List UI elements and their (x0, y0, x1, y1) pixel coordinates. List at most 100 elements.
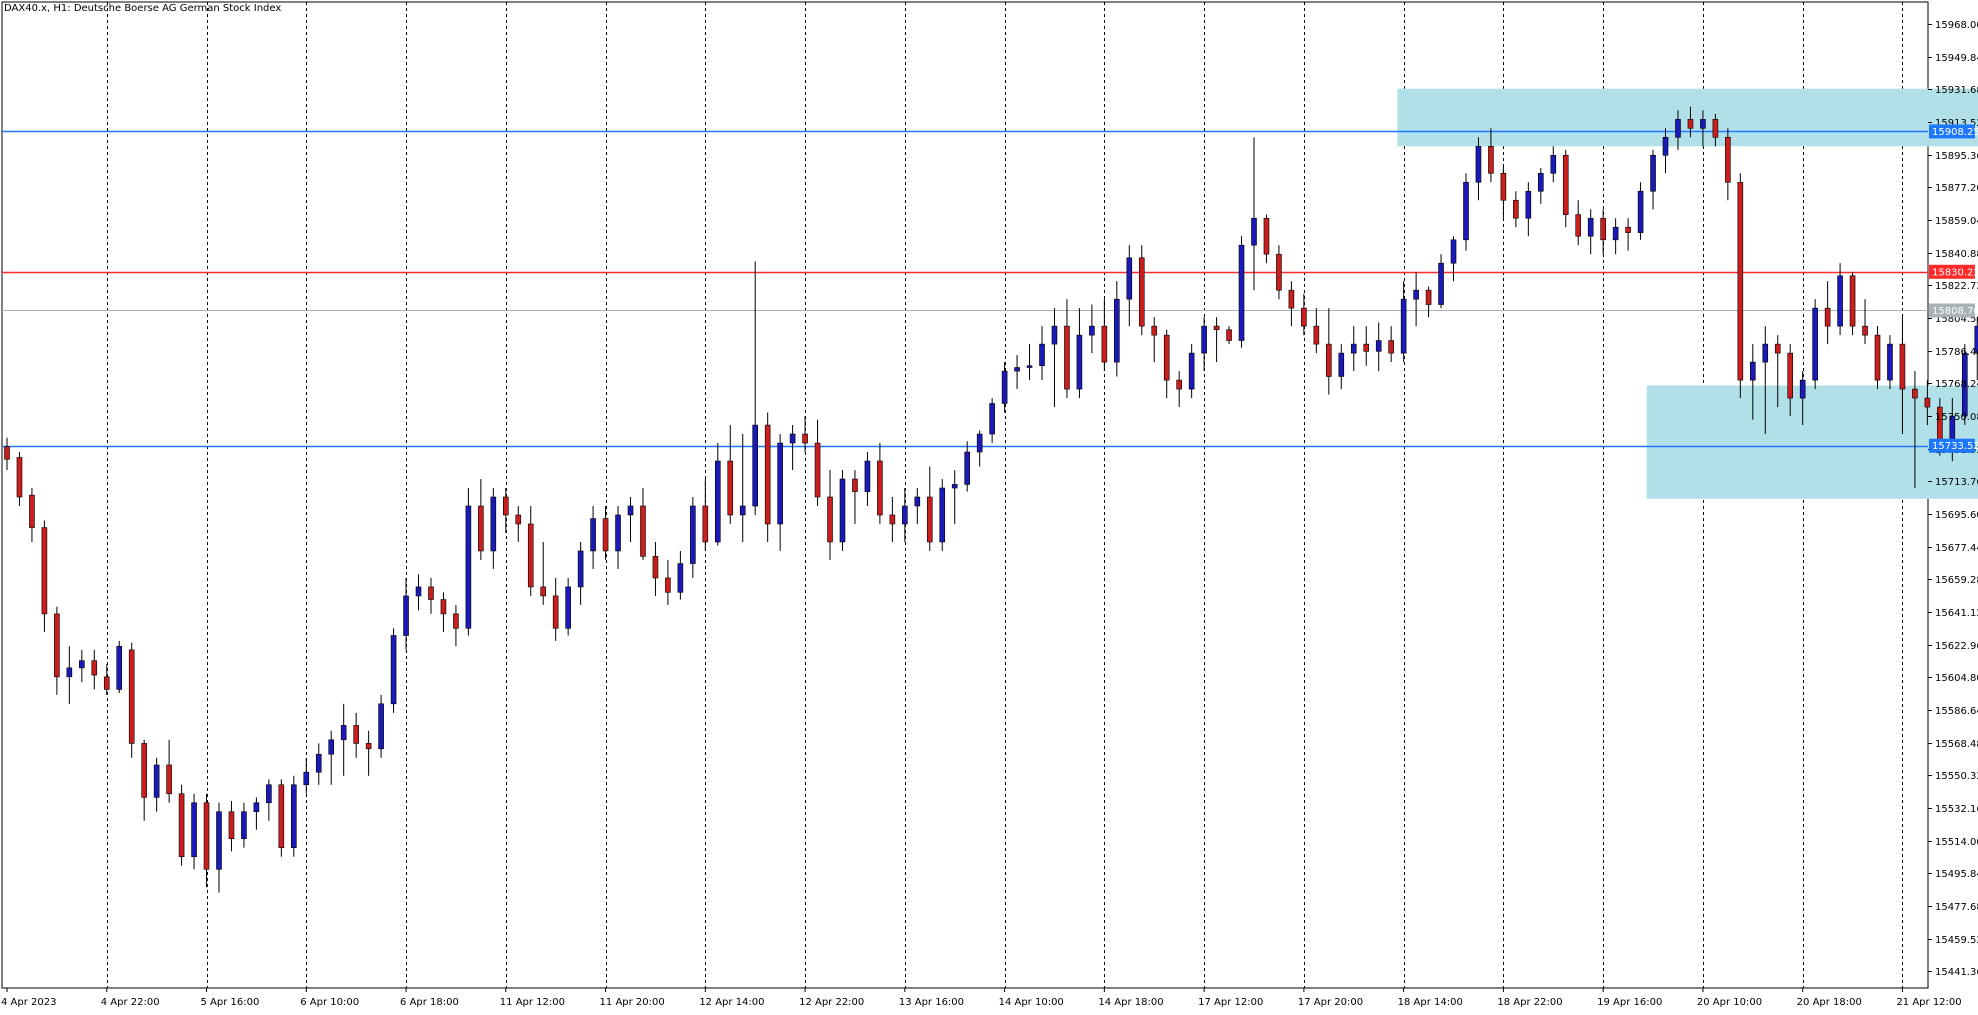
price-label-box (1929, 438, 1975, 453)
candle-body (552, 595, 559, 629)
candle-body (902, 505, 908, 525)
price-label-box (1929, 264, 1975, 279)
candle-body (353, 725, 359, 744)
candle-body (602, 518, 609, 552)
candle-body (951, 484, 958, 489)
candle-body (1787, 352, 1794, 399)
candle-body (490, 496, 497, 552)
y-tick-label: 15459.52 (1935, 935, 1978, 946)
candle-body (652, 556, 659, 579)
candle-body (1288, 289, 1295, 309)
x-tick-label: 21 Apr 12:00 (1896, 997, 1961, 1008)
candle-body (1912, 388, 1918, 399)
candle-body (864, 460, 871, 492)
x-tick-label: 6 Apr 10:00 (300, 997, 359, 1008)
y-tick-label: 15659.28 (1935, 575, 1978, 586)
y-tick-label: 15804.56 (1935, 314, 1978, 325)
candle-body (1961, 352, 1968, 417)
candle-body (1076, 334, 1083, 390)
candle-body (1338, 352, 1345, 377)
zone-box-1 (1646, 385, 1978, 499)
candle-body (802, 433, 808, 444)
candle-body (1550, 154, 1557, 174)
chart-title: DAX40.x, H1: Deutsche Boerse AG German S… (4, 3, 282, 14)
candle-body (565, 586, 571, 629)
candle-body (1650, 154, 1656, 192)
candle-body (478, 505, 484, 552)
candle-body (141, 743, 147, 798)
candle-body (702, 505, 709, 543)
x-tick-label: 11 Apr 20:00 (600, 997, 665, 1008)
candle-body (253, 802, 260, 813)
x-tick-label: 13 Apr 16:00 (899, 997, 964, 1008)
candle-body (1089, 325, 1095, 336)
candle-body (1413, 289, 1419, 300)
candle-body (1725, 136, 1731, 183)
candle-body (1849, 275, 1856, 327)
candle-body (1874, 334, 1881, 381)
candle-body (1712, 119, 1719, 138)
candle-body (440, 599, 447, 615)
candle-body (415, 586, 422, 597)
candle-body (714, 460, 721, 543)
candle-body (1039, 343, 1045, 367)
candle-body (216, 811, 222, 870)
y-tick-label: 15931.68 (1935, 85, 1978, 96)
y-tick-label: 15786.40 (1935, 347, 1978, 358)
candle-body (1450, 239, 1457, 264)
candle-body (1213, 325, 1220, 331)
x-tick-label: 18 Apr 22:00 (1497, 997, 1562, 1008)
x-tick-label: 12 Apr 22:00 (799, 997, 864, 1008)
y-tick-label: 15822.72 (1935, 281, 1978, 292)
candle-body (1276, 253, 1282, 291)
price-label: 15908.25 (1932, 127, 1978, 138)
y-tick-label: 15750.08 (1935, 412, 1978, 423)
candle-body (1226, 329, 1232, 341)
x-tick-label: 5 Apr 16:00 (201, 997, 260, 1008)
candle-body (502, 496, 509, 516)
x-tick-label: 19 Apr 16:00 (1597, 997, 1662, 1008)
candle-body (1375, 340, 1382, 352)
candle-body (1251, 217, 1257, 246)
candle-body (303, 771, 310, 786)
y-tick-label: 15550.32 (1935, 771, 1978, 782)
candle-body (1812, 307, 1818, 381)
candle-body (291, 784, 297, 849)
candle-body (527, 523, 534, 588)
candle-body (1774, 343, 1781, 354)
x-tick-label: 11 Apr 12:00 (500, 997, 565, 1008)
candle-body (403, 595, 409, 636)
y-tick-label: 15877.20 (1935, 183, 1978, 194)
y-tick-label: 15604.80 (1935, 673, 1978, 684)
candle-body (1700, 119, 1706, 129)
candle-body (228, 811, 235, 840)
y-tick-label: 15622.96 (1935, 641, 1978, 652)
candle-body (764, 424, 771, 525)
price-label-box (1929, 303, 1975, 318)
candle-body (390, 635, 397, 705)
candle-body (66, 667, 73, 678)
candle-body (54, 613, 60, 678)
candle-body (465, 505, 472, 629)
candle-body (1824, 307, 1831, 327)
candle-body (1837, 275, 1843, 327)
x-tick-label: 20 Apr 10:00 (1697, 997, 1762, 1008)
price-label: 15733.52 (1932, 441, 1978, 452)
candle-body (166, 764, 172, 795)
y-tick-label: 15514.00 (1935, 837, 1978, 848)
y-tick-label: 15768.24 (1935, 379, 1978, 390)
x-tick-label: 6 Apr 18:00 (400, 997, 459, 1008)
y-tick-label: 15840.88 (1935, 249, 1978, 260)
candle-body (577, 550, 584, 588)
y-tick-label: 15968.00 (1935, 20, 1978, 31)
candle-body (1662, 136, 1669, 156)
candle-body (378, 703, 384, 750)
y-tick-label: 15641.12 (1935, 608, 1978, 619)
candle-body (1126, 257, 1133, 300)
candle-body (1612, 226, 1619, 241)
candle-body (1350, 343, 1357, 354)
plot-frame (1, 1, 1929, 989)
candle-body (852, 478, 858, 492)
candle-body (428, 586, 434, 600)
